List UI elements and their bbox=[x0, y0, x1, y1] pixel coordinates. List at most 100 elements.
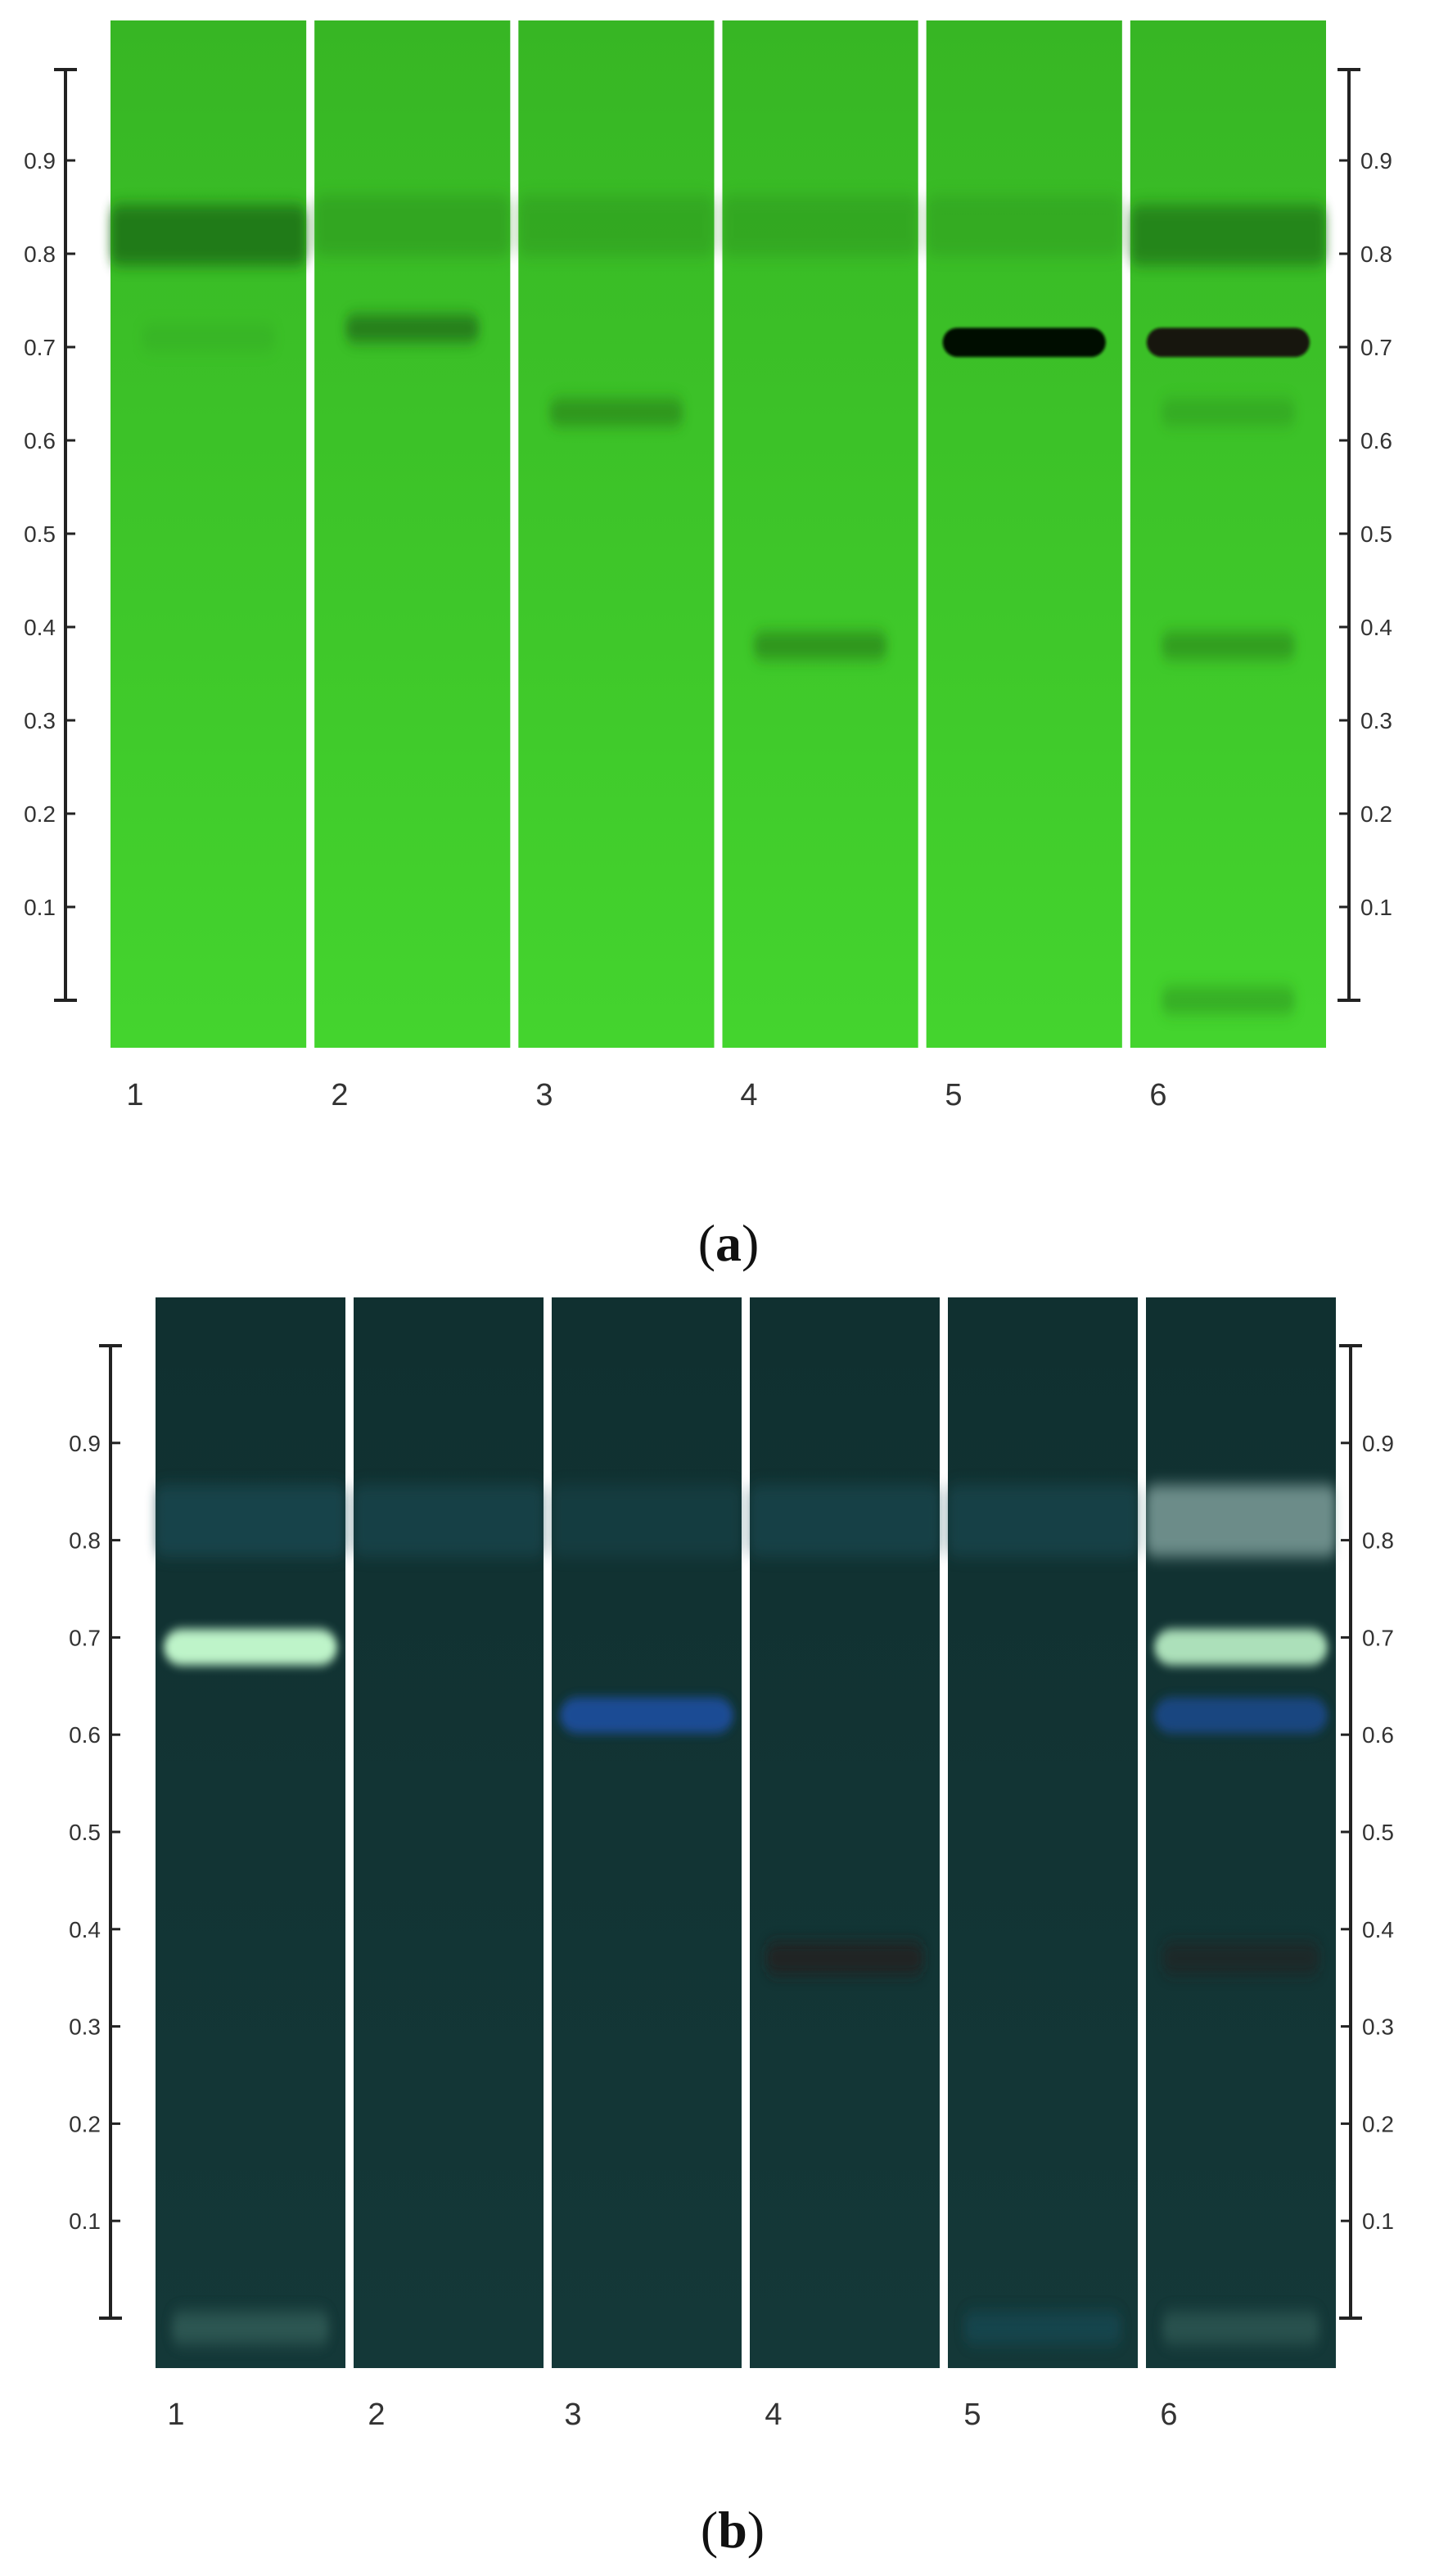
lane-number-1: 1 bbox=[126, 1078, 143, 1112]
scale-tick-label: 0.3 bbox=[1360, 708, 1392, 733]
scale-tick-label: 0.6 bbox=[1360, 428, 1392, 453]
band-rf-0_72 bbox=[345, 314, 480, 343]
band-rf-0_63 bbox=[549, 398, 683, 426]
band-rf-0_63 bbox=[1161, 398, 1295, 426]
scale-tick-label: 0.4 bbox=[1362, 1917, 1394, 1942]
panel-a-lane-6 bbox=[1130, 20, 1326, 1048]
band-rf-0_82 bbox=[111, 204, 307, 266]
panel-b-lane-numbers: 1 2 3 4 5 6 bbox=[167, 2398, 1177, 2432]
lane-number-5: 5 bbox=[945, 1078, 962, 1112]
lane-number-5: 5 bbox=[963, 2398, 981, 2432]
scale-tick-label: 0.2 bbox=[1362, 2111, 1394, 2136]
panel-a: 0.1 0.2 0.3 0.4 0.5 0.6 0.7 0.8 0.9 0.1 0.2 0.3 0.4… bbox=[24, 20, 1392, 1272]
band-rf-0_82 bbox=[1130, 204, 1326, 266]
band-rf-0_83 bbox=[926, 195, 1122, 257]
band-rf-0_69 bbox=[1154, 1629, 1328, 1666]
band-rf-m0_01 bbox=[964, 2311, 1121, 2344]
band-rf-0_37 bbox=[1162, 1942, 1319, 1975]
band-rf-0_71 bbox=[142, 323, 276, 352]
panel-a-left-scale: 0.1 0.2 0.3 0.4 0.5 0.6 0.7 0.8 0.9 bbox=[24, 68, 77, 1002]
panel-a-lane-4 bbox=[722, 20, 918, 1048]
lane-background bbox=[314, 20, 511, 1048]
panel-b-lane-3 bbox=[552, 1297, 742, 2368]
scale-tick-label: 0.9 bbox=[24, 148, 56, 174]
panel-b-caption: (b) bbox=[701, 2501, 765, 2559]
scale-tick-label: 0.7 bbox=[1360, 335, 1392, 360]
lane-background bbox=[1130, 20, 1326, 1048]
scale-tick-label: 0.8 bbox=[24, 241, 56, 267]
scale-tick-label: 0.6 bbox=[24, 428, 56, 453]
panel-a-plate bbox=[111, 20, 1326, 1048]
scale-tick-label: 0.9 bbox=[1360, 148, 1392, 174]
band-rf-0_83 bbox=[314, 195, 511, 257]
lane-number-6: 6 bbox=[1160, 2398, 1177, 2432]
scale-tick-label: 0.7 bbox=[69, 1625, 101, 1650]
panel-b-lane-6 bbox=[1146, 1297, 1336, 2368]
scale-tick-label: 0.7 bbox=[24, 335, 56, 360]
scale-tick-label: 0.8 bbox=[69, 1528, 101, 1554]
scale-tick-label: 0.5 bbox=[1362, 1820, 1394, 1845]
lane-background bbox=[518, 20, 715, 1048]
panel-a-lane-numbers: 1 2 3 4 5 6 bbox=[126, 1078, 1166, 1112]
lane-number-4: 4 bbox=[765, 2398, 782, 2432]
band-rf-0 bbox=[1161, 986, 1295, 1014]
scale-tick-label: 0.1 bbox=[24, 895, 56, 920]
scale-tick-label: 0.1 bbox=[69, 2208, 101, 2234]
panel-a-caption: (a) bbox=[698, 1214, 760, 1272]
band-rf-m0_01 bbox=[172, 2311, 329, 2344]
scale-tick-label: 0.4 bbox=[69, 1917, 101, 1942]
scale-tick-label: 0.9 bbox=[1362, 1431, 1394, 1456]
scale-tick-label: 0.3 bbox=[24, 708, 56, 733]
lane-background bbox=[926, 20, 1122, 1048]
lane-number-3: 3 bbox=[535, 1078, 553, 1112]
scale-tick-label: 0.4 bbox=[1360, 615, 1392, 640]
band-rf-0_705 bbox=[1146, 327, 1310, 358]
scale-tick-label: 0.1 bbox=[1362, 2208, 1394, 2234]
lane-background bbox=[948, 1297, 1138, 2368]
band-rf-0_82 bbox=[948, 1484, 1138, 1557]
lane-number-3: 3 bbox=[564, 2398, 581, 2432]
band-rf-0_82 bbox=[750, 1484, 940, 1557]
panel-b-lane-2 bbox=[354, 1297, 544, 2368]
scale-tick-label: 0.7 bbox=[1362, 1625, 1394, 1650]
lane-background bbox=[111, 20, 307, 1048]
band-rf-0_82 bbox=[1146, 1484, 1336, 1557]
band-rf-0_82 bbox=[552, 1484, 742, 1557]
panel-a-lane-5 bbox=[926, 20, 1122, 1048]
lane-number-2: 2 bbox=[331, 1078, 348, 1112]
lane-background bbox=[722, 20, 918, 1048]
scale-tick-label: 0.3 bbox=[1362, 2014, 1394, 2040]
scale-tick-label: 0.8 bbox=[1362, 1528, 1394, 1554]
panel-a-right-scale: 0.1 0.2 0.3 0.4 0.5 0.6 0.7 0.8 0.9 bbox=[1338, 68, 1392, 1002]
band-rf-0_69 bbox=[164, 1629, 337, 1666]
panel-a-lane-2 bbox=[314, 20, 511, 1048]
scale-tick-label: 0.9 bbox=[69, 1431, 101, 1456]
scale-tick-label: 0.4 bbox=[24, 615, 56, 640]
lane-background bbox=[1146, 1297, 1336, 2368]
scale-tick-label: 0.3 bbox=[69, 2014, 101, 2040]
lane-background bbox=[552, 1297, 742, 2368]
lane-number-6: 6 bbox=[1149, 1078, 1166, 1112]
scale-tick-label: 0.2 bbox=[24, 801, 56, 827]
scale-tick-label: 0.5 bbox=[24, 521, 56, 547]
scale-tick-label: 0.2 bbox=[1360, 801, 1392, 827]
panel-b-left-scale: 0.1 0.2 0.3 0.4 0.5 0.6 0.7 0.8 0.9 bbox=[69, 1344, 122, 2320]
panel-a-lane-3 bbox=[518, 20, 715, 1048]
panel-b-lane-4 bbox=[750, 1297, 940, 2368]
band-rf-0_38 bbox=[1161, 631, 1295, 660]
band-rf-m0_01 bbox=[1162, 2311, 1319, 2344]
lane-number-4: 4 bbox=[740, 1078, 757, 1112]
band-rf-0_38 bbox=[753, 631, 887, 660]
scale-tick-label: 0.2 bbox=[69, 2111, 101, 2136]
band-rf-0_62 bbox=[560, 1697, 733, 1734]
band-rf-0_37 bbox=[766, 1942, 923, 1975]
scale-tick-label: 0.5 bbox=[69, 1820, 101, 1845]
lane-background bbox=[354, 1297, 544, 2368]
band-rf-0_83 bbox=[518, 195, 715, 257]
lane-background bbox=[156, 1297, 345, 2368]
lane-number-2: 2 bbox=[368, 2398, 385, 2432]
scale-tick-label: 0.8 bbox=[1360, 241, 1392, 267]
panel-b-plate bbox=[156, 1297, 1336, 2368]
scale-tick-label: 0.6 bbox=[69, 1722, 101, 1748]
